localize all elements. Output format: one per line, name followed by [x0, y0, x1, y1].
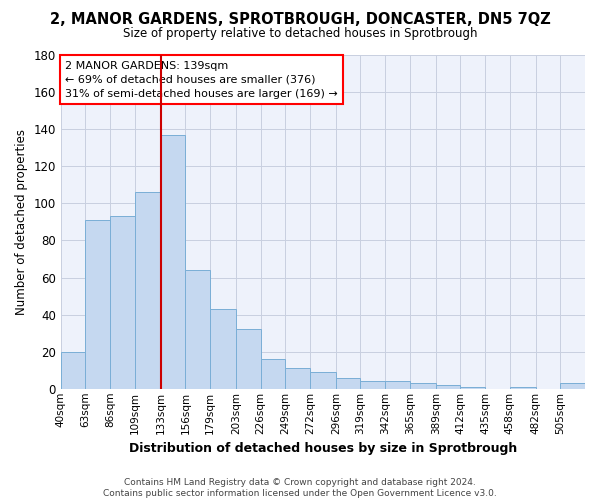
Text: Contains HM Land Registry data © Crown copyright and database right 2024.
Contai: Contains HM Land Registry data © Crown c… — [103, 478, 497, 498]
Bar — [210, 309, 236, 389]
Bar — [161, 134, 185, 389]
Bar — [560, 383, 585, 389]
Bar — [185, 270, 210, 389]
Bar — [85, 220, 110, 389]
Bar — [336, 378, 361, 389]
Bar — [236, 330, 260, 389]
Bar — [260, 359, 285, 389]
Bar — [310, 372, 336, 389]
Bar — [460, 387, 485, 389]
Text: 2, MANOR GARDENS, SPROTBROUGH, DONCASTER, DN5 7QZ: 2, MANOR GARDENS, SPROTBROUGH, DONCASTER… — [50, 12, 550, 28]
Y-axis label: Number of detached properties: Number of detached properties — [15, 129, 28, 315]
Text: Size of property relative to detached houses in Sprotbrough: Size of property relative to detached ho… — [123, 28, 477, 40]
Bar — [110, 216, 135, 389]
Bar — [135, 192, 161, 389]
Bar — [510, 387, 536, 389]
Bar — [285, 368, 310, 389]
Text: 2 MANOR GARDENS: 139sqm
← 69% of detached houses are smaller (376)
31% of semi-d: 2 MANOR GARDENS: 139sqm ← 69% of detache… — [65, 60, 338, 98]
Bar — [385, 382, 410, 389]
X-axis label: Distribution of detached houses by size in Sprotbrough: Distribution of detached houses by size … — [129, 442, 517, 455]
Bar — [436, 385, 460, 389]
Bar — [361, 382, 385, 389]
Bar — [61, 352, 85, 389]
Bar — [410, 383, 436, 389]
